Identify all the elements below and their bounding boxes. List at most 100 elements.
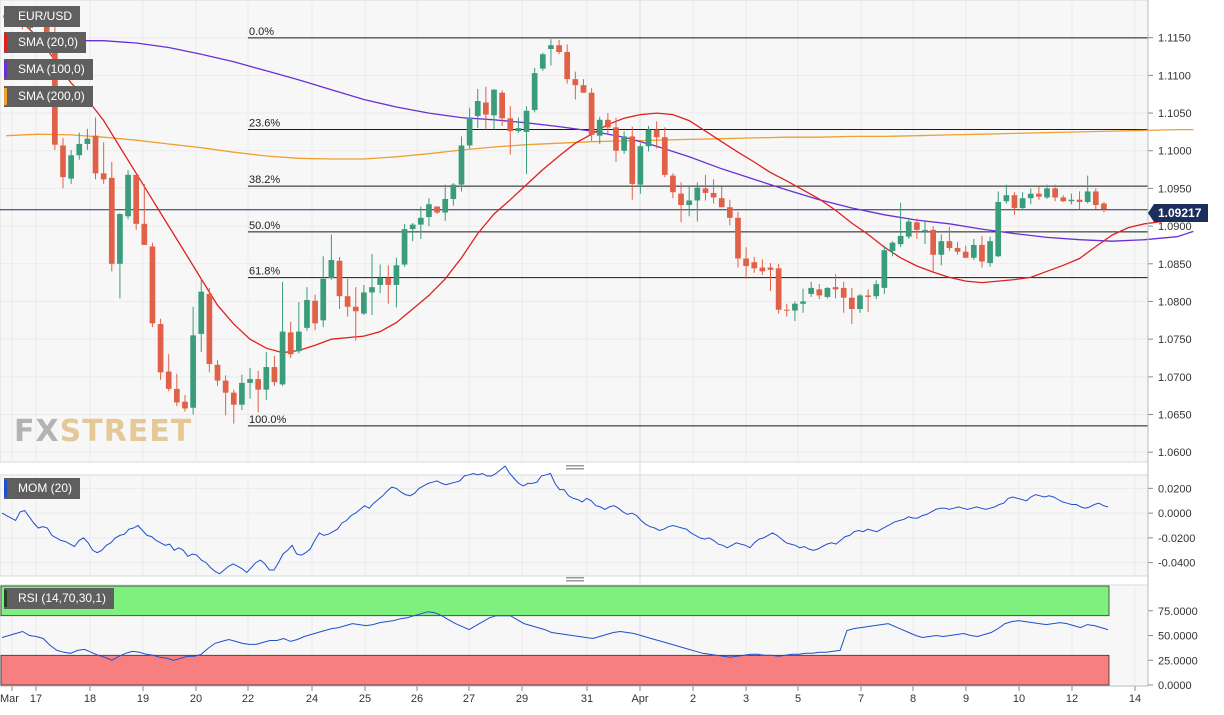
price-tick-label: 1.0700 [1158,372,1192,384]
candle-body [751,262,758,269]
candle-body [832,287,839,290]
momentum-tick-label: 0.0000 [1158,508,1192,520]
candle-body [92,135,99,174]
candle-body [336,260,343,297]
candle-body [897,235,904,245]
candle-body [605,119,611,128]
candle-body [808,287,815,294]
candle-body [702,188,709,193]
sma100-legend[interactable]: SMA (100,0) [4,59,93,80]
candle-body [637,146,644,185]
candle-body [466,117,473,146]
x-tick-label: 14 [1129,693,1141,705]
rsi-legend[interactable]: RSI (14,70,30,1) [4,588,115,609]
candle-body [1084,191,1091,202]
candle-body [255,379,262,390]
sma20-legend[interactable]: SMA (20,0) [4,32,87,53]
candle-body [962,251,969,258]
candle-body [442,198,449,213]
rsi-swatch [4,590,7,607]
fib-level-label: 38.2% [249,174,280,186]
candle-body [100,173,107,180]
x-tick-label: 25 [359,693,371,705]
fib-level-label: 0.0% [249,26,274,38]
candle-body [653,129,660,138]
rsi-tick-label: 50.0000 [1158,631,1198,643]
candle-body [515,128,522,132]
candle-body [645,129,652,147]
x-tick-label: 24 [306,693,318,705]
candle-body [686,200,693,205]
fib-level-label: 23.6% [249,117,280,129]
candle-body [499,92,505,119]
candle-body [824,287,831,297]
candle-body [857,295,863,310]
candle-body [263,367,270,390]
candle-body [393,265,400,285]
x-tick-label: 2 [690,693,696,705]
candle-body [43,24,50,35]
x-tick-label: 10 [1013,693,1025,705]
candle-body [173,388,180,403]
x-tick-label: 8 [910,693,916,705]
candle-body [304,299,310,328]
candle-body [694,187,701,201]
candle-body [271,367,278,383]
candle-body [222,380,229,393]
candle-body [661,137,668,175]
candle-body [946,241,953,248]
x-tick-label: 26 [411,693,423,705]
candle-body [848,297,855,310]
candle-body [621,136,627,151]
candle-body [344,296,351,307]
x-tick-label: 18 [84,693,96,705]
sma100-legend-text: SMA (100,0) [18,62,85,76]
candle-body [629,136,636,184]
candle-body [214,364,221,381]
momentum-legend[interactable]: MOM (20) [4,478,80,499]
candle-body [426,204,432,218]
candle-body [312,300,318,324]
candle-body [165,371,172,389]
sma200-legend[interactable]: SMA (200,0) [4,86,93,107]
rsi-tick-label: 25.0000 [1158,655,1198,667]
candle-body [1003,195,1010,202]
panel-resize-handle[interactable] [566,580,584,582]
candle-body [995,201,1002,257]
symbol-label[interactable]: EUR/USD [4,6,81,27]
sma100-line [6,40,1194,242]
panel-resize-handle[interactable] [566,577,584,579]
candle-body [938,241,945,255]
candle-body [417,217,424,225]
panel-resize-handle[interactable] [566,468,584,470]
candle-body [865,295,871,297]
price-tick-label: 1.1000 [1158,146,1192,158]
sma200-swatch [4,88,7,105]
candle-body [117,214,123,264]
last-price-tag: 1.09217 [1148,204,1208,222]
candle-body [1101,203,1107,210]
candle-body [320,278,327,321]
candle-body [328,260,335,279]
panel-resize-handle[interactable] [566,465,584,467]
price-tick-label: 1.0900 [1158,221,1192,233]
rsi-tick-label: 75.0000 [1158,606,1198,618]
candle-body [840,287,847,298]
x-tick-label: 5 [795,693,801,705]
candle-body [775,268,782,310]
candle-body [206,293,213,365]
x-tick-label: 27 [463,693,475,705]
candle-body [385,278,392,285]
candle-body [409,224,416,230]
price-tick-label: 1.1150 [1158,33,1191,45]
candle-body [531,73,538,111]
momentum-legend-text: MOM (20) [18,481,72,495]
candle-body [361,292,367,314]
candle-body [580,85,587,93]
candle-body [710,192,717,198]
candle-body [979,244,985,262]
candle-body [295,331,302,352]
candle-body [1011,195,1018,209]
rsi-oversold-zone [0,654,1110,686]
